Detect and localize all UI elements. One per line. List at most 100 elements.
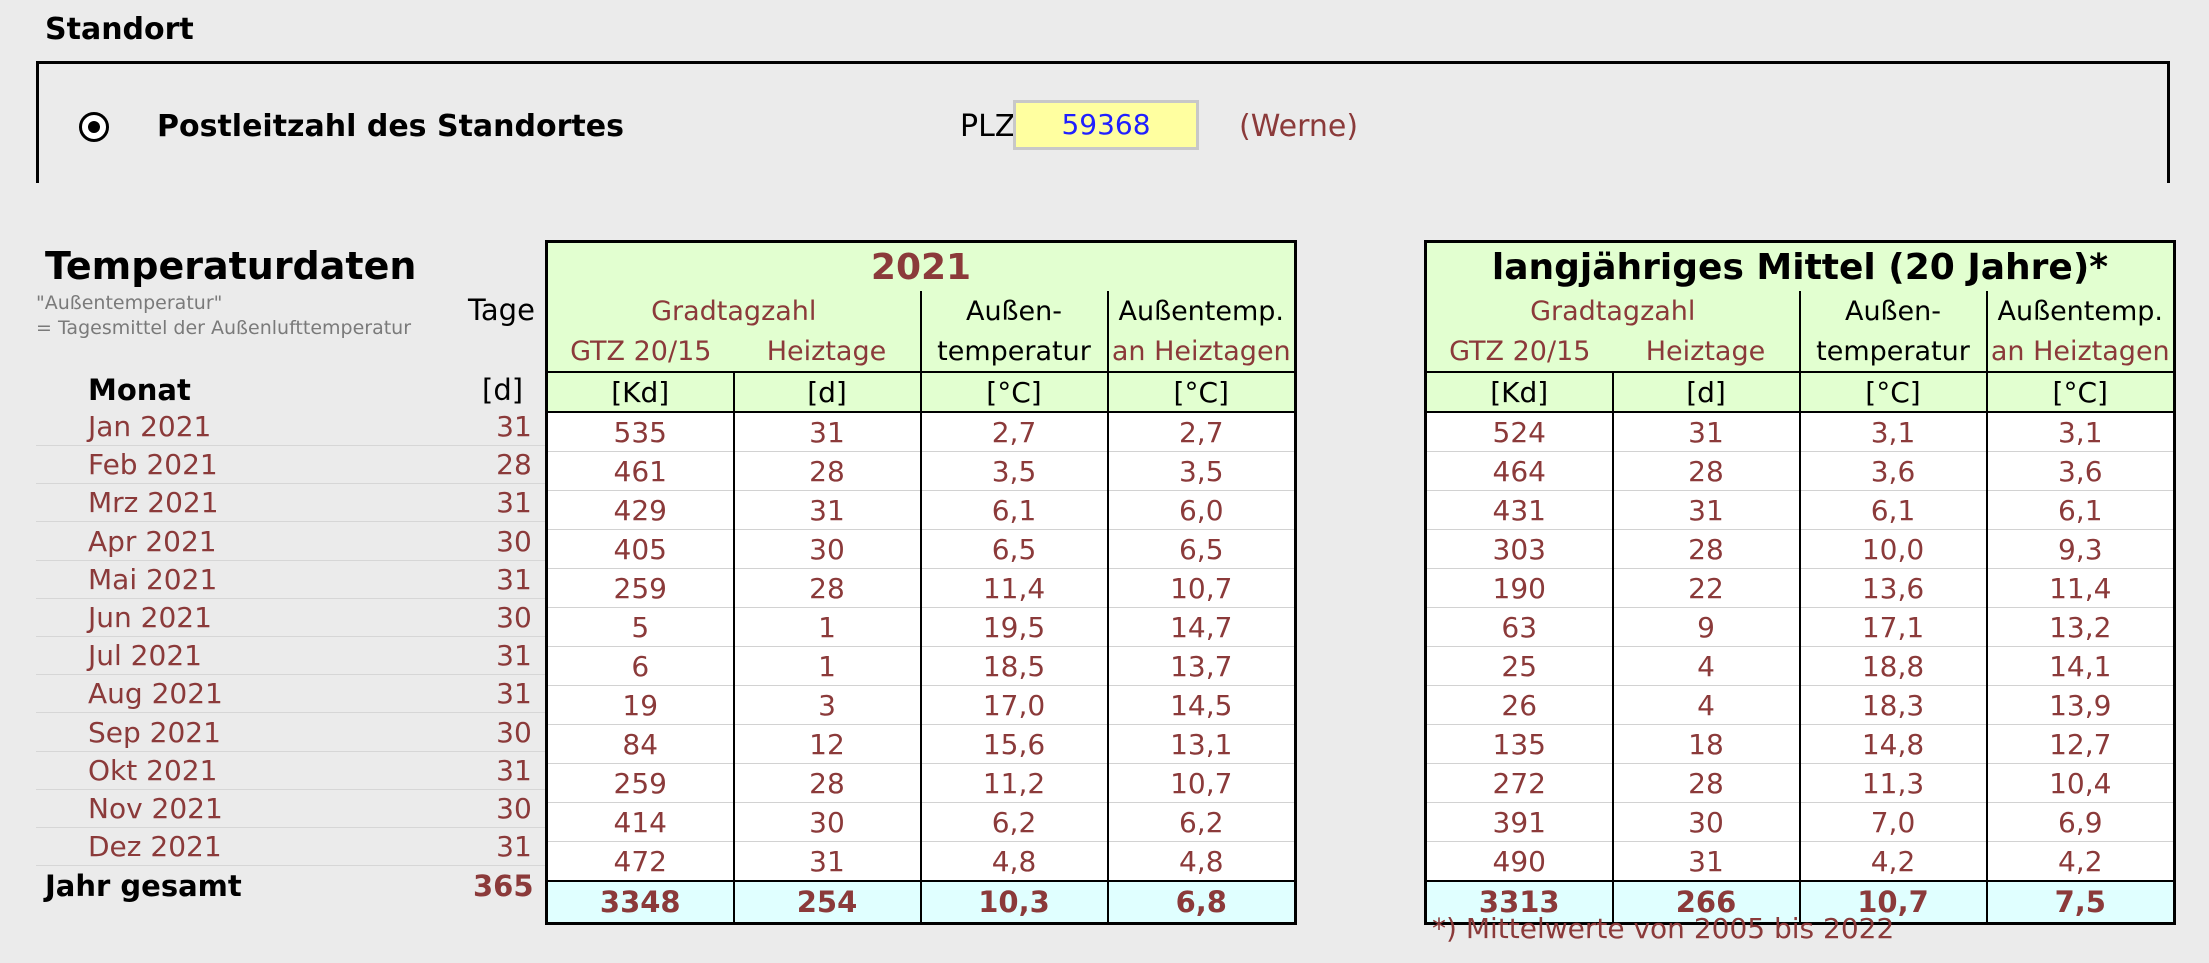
plz-input[interactable]: 59368	[1013, 100, 1199, 150]
table-cell: 3,6	[1798, 451, 1987, 491]
unit-kd: [Kd]	[1425, 371, 1613, 413]
table-cell: 6,1	[1985, 490, 2175, 530]
table-cell: 6,9	[1985, 802, 2175, 842]
table-row: 135 18 14,8 12,7	[1425, 724, 2175, 764]
table-cell: 1	[732, 646, 921, 686]
table-cell: 11,4	[919, 568, 1108, 608]
table-cell: 6,0	[1106, 490, 1296, 530]
table-cell: 135	[1425, 724, 1613, 764]
table-cell: 28	[732, 451, 921, 491]
month-name: Aug 2021	[88, 677, 223, 711]
table-row: 272 28 11,3 10,4	[1425, 763, 2175, 803]
table-cell: 31	[1611, 490, 1800, 530]
aussentemp-heiz-header-2: an Heiztagen	[1985, 331, 2175, 372]
table-cell: 84	[546, 724, 734, 764]
table-cell: 12	[732, 724, 921, 764]
table-row: 391 30 7,0 6,9	[1425, 802, 2175, 842]
table-cell: 3,5	[1106, 451, 1296, 491]
table-cell: 10,7	[1106, 763, 1296, 803]
table-mittel: langjähriges Mittel (20 Jahre)* Gradtagz…	[1424, 240, 2177, 925]
table-cell: 6,5	[1106, 529, 1296, 569]
total-cell: 7,5	[1985, 880, 2175, 924]
heiztage-header: Heiztage	[733, 331, 921, 372]
month-days: 30	[496, 601, 532, 634]
table-cell: 14,7	[1106, 607, 1296, 647]
total-cell: 3348	[546, 880, 734, 924]
month-days: 31	[496, 562, 532, 596]
total-row: 3313 266 10,7 7,5	[1425, 880, 2175, 924]
month-name: Dez 2021	[88, 830, 222, 864]
table-cell: 6	[546, 646, 734, 686]
month-row: Jul 2021 31	[36, 637, 546, 676]
table-cell: 18,3	[1798, 685, 1987, 725]
table-cell: 13,7	[1106, 646, 1296, 686]
table-2021-title: 2021	[546, 241, 1296, 291]
table-cell: 31	[732, 490, 921, 530]
table-2021: 2021 Gradtagzahl Außen- Außentemp. GTZ 2…	[545, 240, 1298, 925]
table-row: 524 31 3,1 3,1	[1425, 412, 2175, 452]
year-total-days: 365	[473, 869, 534, 903]
table-cell: 11,4	[1985, 568, 2175, 608]
table-cell: 9	[1611, 607, 1800, 647]
footnote: *) Mittelwerte von 2005 bis 2022	[1432, 912, 1895, 945]
month-name: Mai 2021	[88, 562, 218, 596]
unit-d: [d]	[1611, 371, 1800, 413]
month-days: 31	[496, 830, 532, 864]
table-cell: 12,7	[1985, 724, 2175, 764]
table-cell: 25	[1425, 646, 1613, 686]
table-cell: 4,8	[1106, 841, 1296, 882]
table-cell: 28	[732, 568, 921, 608]
table-cell: 4,2	[1798, 841, 1987, 882]
table-cell: 4,2	[1985, 841, 2175, 882]
gradtagzahl-header: Gradtagzahl	[546, 291, 921, 331]
table-cell: 3,1	[1985, 412, 2175, 452]
table-cell: 6,5	[919, 529, 1108, 569]
table-cell: 15,6	[919, 724, 1108, 764]
total-cell: 10,7	[1798, 880, 1987, 924]
month-row: Nov 2021 30	[36, 790, 546, 828]
table-cell: 10,0	[1798, 529, 1987, 569]
monat-header: Monat	[88, 373, 191, 407]
table-row: 6 1 18,5 13,7	[546, 646, 1296, 686]
plz-radio-button[interactable]	[79, 112, 109, 142]
month-days: 31	[496, 486, 532, 520]
table-cell: 22	[1611, 568, 1800, 608]
month-days: 31	[496, 410, 532, 443]
table-row: 190 22 13,6 11,4	[1425, 568, 2175, 608]
table-row: 259 28 11,4 10,7	[546, 568, 1296, 608]
table-row: 25 4 18,8 14,1	[1425, 646, 2175, 686]
note-line-2: = Tagesmittel der Außenlufttemperatur	[36, 317, 412, 339]
table-cell: 190	[1425, 568, 1613, 608]
table-cell: 30	[732, 802, 921, 842]
total-cell: 10,3	[919, 880, 1108, 924]
table-cell: 6,1	[1798, 490, 1987, 530]
table-row: 490 31 4,2 4,2	[1425, 841, 2175, 882]
tage-header: Tage	[468, 293, 535, 327]
aussentemp-header-1: Außen-	[919, 291, 1108, 331]
month-row: Dez 2021 31	[36, 828, 546, 867]
table-row: 472 31 4,8 4,8	[546, 841, 1296, 882]
days-unit-header: [d]	[482, 373, 524, 407]
aussentemp-header-1: Außen-	[1798, 291, 1987, 331]
table-cell: 31	[732, 841, 921, 882]
table-row: 259 28 11,2 10,7	[546, 763, 1296, 803]
table-cell: 28	[1611, 529, 1800, 569]
gtz-header: GTZ 20/15	[1425, 331, 1613, 372]
plz-label: PLZ	[960, 109, 1016, 144]
table-cell: 490	[1425, 841, 1613, 882]
table-cell: 10,4	[1985, 763, 2175, 803]
month-name: Jul 2021	[88, 639, 202, 673]
table-row: 464 28 3,6 3,6	[1425, 451, 2175, 491]
table-cell: 13,9	[1985, 685, 2175, 725]
table-row: 63 9 17,1 13,2	[1425, 607, 2175, 647]
month-row: Jun 2021 30	[36, 599, 546, 637]
table-cell: 7,0	[1798, 802, 1987, 842]
table-cell: 2,7	[919, 412, 1108, 452]
table-row: 84 12 15,6 13,1	[546, 724, 1296, 764]
table-cell: 4	[1611, 685, 1800, 725]
aussentemp-heiz-header-1: Außentemp.	[1106, 291, 1296, 331]
table-cell: 19	[546, 685, 734, 725]
table-cell: 26	[1425, 685, 1613, 725]
table-cell: 4,8	[919, 841, 1108, 882]
table-cell: 414	[546, 802, 734, 842]
